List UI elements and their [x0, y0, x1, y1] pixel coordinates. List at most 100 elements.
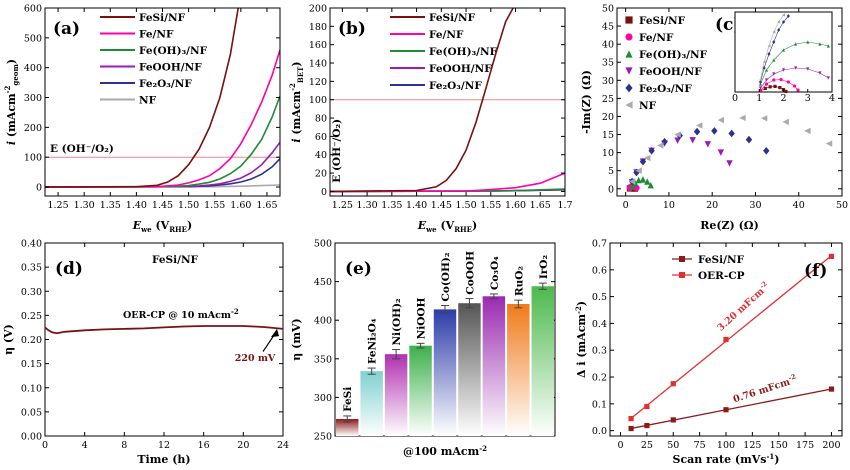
- y-tick-label: 10: [602, 148, 614, 159]
- legend-label: Fe₂O₃/NF: [139, 78, 192, 90]
- x-axis-label: Ewe (VRHE): [417, 219, 477, 234]
- x-tick-label: 1.30: [357, 200, 378, 211]
- x-label-sub: we: [425, 225, 437, 234]
- y-tick-label: 100: [309, 95, 327, 106]
- data-point: [763, 146, 770, 155]
- data-point: [828, 253, 835, 260]
- y-tick-label: 100: [24, 153, 42, 164]
- legend-label: Fe₂O₃/NF: [639, 83, 692, 95]
- x-tick-label: 20: [237, 440, 249, 451]
- y-tick-label: 200: [24, 123, 42, 134]
- y-tick-label: 0.20: [21, 335, 42, 346]
- data-point: [739, 114, 746, 122]
- y-tick-label: 0: [608, 184, 614, 195]
- bar: [531, 286, 554, 436]
- data-point: [728, 129, 735, 138]
- inset-data-point: [764, 68, 769, 72]
- fit-label: 0.76 mFcm-2: [731, 372, 798, 405]
- x-tick-label: 0: [42, 440, 48, 451]
- x-tick-label: 1.25: [332, 200, 353, 211]
- y-tick-label: 40: [602, 40, 614, 51]
- bar-category-label: RuO₂: [513, 266, 525, 297]
- y-axis-label: i (mAcm-2geom): [3, 59, 20, 145]
- inset-data-point: [767, 52, 771, 56]
- y-tick-label: 140: [309, 59, 327, 70]
- inset-data-point: [772, 30, 776, 34]
- y-tick-label: 0.7: [592, 239, 607, 250]
- inset-data-point: [781, 20, 786, 24]
- panel-label: (d): [55, 259, 83, 279]
- y-tick-label: 0.0: [592, 426, 607, 437]
- legend-label: FeOOH/NF: [639, 66, 702, 78]
- x-tick-label: 1.60: [505, 200, 526, 211]
- x-tick-label: 150: [770, 440, 788, 451]
- bar-category-label: Co₃O₄: [489, 256, 501, 290]
- inset-data-point: [796, 88, 800, 92]
- panel-title: FeSi/NF: [152, 254, 199, 266]
- y-tick-label: 0.5: [592, 292, 607, 303]
- arrow-head: [271, 328, 279, 338]
- inset-tick-label: 4: [829, 93, 835, 104]
- x-tick-label: 1.40: [126, 200, 147, 211]
- legend-label: FeSi/NF: [698, 254, 745, 266]
- y-label-sup: -2: [3, 85, 12, 93]
- data-point: [804, 127, 811, 135]
- bar: [482, 296, 506, 436]
- legend-marker: [625, 83, 633, 93]
- x-tick-label: 1.45: [431, 200, 452, 211]
- y-tick-label: 400: [314, 316, 332, 327]
- x-label-part: Scan rate (mVs: [673, 453, 767, 466]
- annotation: OER-CP @ 10 mAcm-2: [123, 307, 239, 321]
- data-point: [657, 142, 664, 149]
- inset-tick-label: 0: [732, 93, 738, 104]
- inset-tick-label: 1: [756, 93, 762, 104]
- y-tick-label: 500: [314, 239, 332, 250]
- data-point: [635, 167, 642, 174]
- data-point: [745, 135, 753, 144]
- inset-data-point: [826, 76, 830, 80]
- data-point: [644, 403, 650, 410]
- panel-d: 0 4 8 12 16 20 24 0.00 0.05 0.10 0.15 0.20 0.25 0.30 0…: [2, 239, 289, 467]
- y-label-part: (mAcm: [290, 91, 303, 135]
- legend-label: Fe(OH)₃/NF: [429, 46, 498, 58]
- data-point: [717, 116, 725, 124]
- bar: [458, 303, 481, 436]
- x-tick-label: 8: [121, 440, 127, 451]
- x-tick-label: 1.55: [204, 200, 225, 211]
- y-tick-label: 0.40: [21, 239, 42, 250]
- x-tick-label: 200: [822, 440, 840, 451]
- y-tick-label: 50: [602, 4, 614, 15]
- data-point: [628, 415, 634, 422]
- data-point: [648, 146, 655, 155]
- inset-data-point: [818, 42, 822, 46]
- y-tick-label: 200: [309, 4, 327, 15]
- y-tick-label: 45: [602, 22, 614, 33]
- y-tick-label: 20: [315, 169, 327, 180]
- legend-marker: [625, 33, 633, 41]
- y-tick-label: 0.1: [592, 399, 607, 410]
- series-group: [45, 8, 280, 188]
- x-tick-label: 30: [749, 200, 761, 211]
- y-tick-label: 300: [24, 93, 42, 104]
- inset-data-point: [764, 82, 769, 86]
- data-point: [693, 127, 701, 136]
- x-tick-label: 25: [641, 440, 653, 451]
- y-tick-label: 0.15: [21, 359, 42, 370]
- inset-data-point: [762, 60, 766, 64]
- inset-data-point: [773, 84, 777, 88]
- y-label-end: ): [5, 59, 18, 64]
- data-point: [711, 127, 718, 135]
- data-point: [628, 425, 634, 432]
- series-line: [45, 95, 280, 188]
- legend-label: NF: [139, 95, 157, 107]
- y-axis-label: η (V): [2, 324, 15, 355]
- data-point: [628, 183, 636, 190]
- data-point: [628, 178, 636, 185]
- x-tick-label: 1.40: [406, 200, 427, 211]
- y-tick-label: 0.6: [592, 265, 607, 276]
- x-tick-label: 1.65: [530, 200, 551, 211]
- data-point: [670, 381, 676, 387]
- inset-data-point: [794, 66, 798, 70]
- x-tick-label: 50: [836, 200, 848, 211]
- y-label-sup: -2: [288, 83, 297, 91]
